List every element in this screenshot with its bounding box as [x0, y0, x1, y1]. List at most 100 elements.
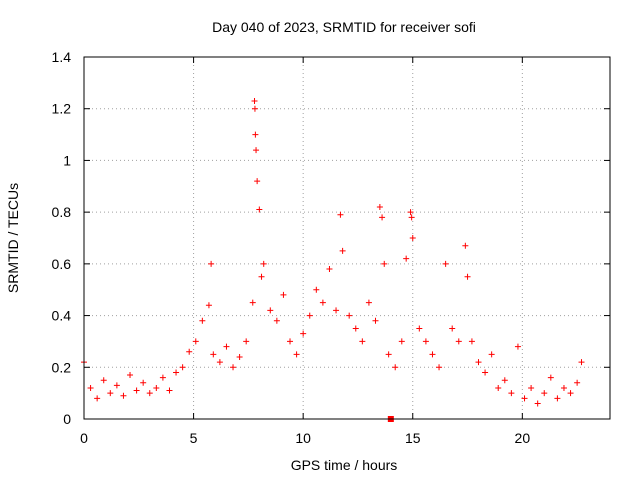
data-point — [416, 325, 423, 332]
data-point — [455, 338, 462, 345]
data-point — [313, 286, 320, 293]
data-point — [127, 372, 134, 379]
data-point — [280, 291, 287, 298]
data-point — [254, 178, 261, 185]
data-point — [422, 338, 429, 345]
data-point — [258, 273, 265, 280]
x-tick-label: 15 — [405, 430, 421, 446]
data-point — [482, 369, 489, 376]
data-point — [574, 379, 581, 386]
data-point — [407, 209, 414, 216]
data-point — [166, 387, 173, 394]
y-tick-label: 0 — [63, 411, 71, 427]
data-point — [249, 299, 256, 306]
plot-frame — [83, 56, 611, 420]
data-point — [120, 392, 127, 399]
data-point — [376, 203, 383, 210]
data-points — [81, 97, 585, 422]
axis-ticks — [83, 56, 610, 420]
x-tick-label: 10 — [295, 430, 311, 446]
y-tick-label: 0.8 — [52, 204, 72, 220]
y-tick-label: 0.6 — [52, 256, 72, 272]
data-point — [547, 374, 554, 381]
data-point — [541, 390, 548, 397]
y-axis-label: SRMTID / TECUs — [5, 183, 21, 293]
data-point — [146, 390, 153, 397]
data-point — [554, 395, 561, 402]
data-point — [199, 317, 206, 324]
data-point — [267, 307, 274, 314]
data-point — [379, 214, 386, 221]
data-point — [468, 338, 475, 345]
data-point — [253, 147, 260, 154]
data-point — [251, 105, 258, 112]
data-point — [192, 338, 199, 345]
data-point — [501, 377, 508, 384]
data-point — [408, 214, 415, 221]
data-point — [251, 97, 258, 104]
data-point — [409, 235, 416, 241]
data-point — [208, 260, 215, 267]
data-point — [403, 255, 410, 262]
data-point — [442, 260, 449, 267]
data-point — [153, 384, 160, 391]
data-point — [133, 387, 140, 394]
data-point — [436, 364, 443, 371]
data-point — [100, 377, 107, 384]
data-point — [179, 364, 186, 371]
x-axis-label: GPS time / hours — [291, 457, 398, 473]
data-point — [521, 395, 528, 402]
data-point — [293, 351, 300, 358]
data-point — [186, 348, 193, 355]
x-tick-label: 20 — [515, 430, 531, 446]
data-point — [159, 374, 166, 381]
data-point — [495, 384, 502, 391]
y-tick-labels: 0 0.2 0.4 0.6 0.8 1 1.2 1.4 — [52, 49, 72, 427]
data-point — [534, 400, 541, 407]
data-point — [508, 390, 515, 397]
data-point — [140, 379, 147, 386]
data-point — [578, 359, 585, 366]
data-point — [87, 384, 94, 391]
data-point — [319, 299, 326, 306]
data-point — [464, 273, 471, 280]
data-point — [560, 384, 567, 391]
data-point — [528, 384, 535, 391]
y-tick-label: 1 — [63, 152, 71, 168]
data-point — [216, 359, 223, 366]
y-tick-label: 1.4 — [52, 49, 72, 65]
data-point — [223, 343, 230, 350]
chart-title: Day 040 of 2023, SRMTID for receiver sof… — [212, 19, 476, 35]
data-point — [210, 351, 217, 358]
data-point — [260, 260, 267, 267]
data-point — [398, 338, 405, 345]
data-point — [287, 338, 294, 345]
data-point — [243, 338, 250, 345]
y-tick-label: 1.2 — [52, 101, 72, 117]
data-point — [567, 390, 574, 397]
x-tick-label: 0 — [80, 430, 88, 446]
data-point — [337, 211, 344, 218]
data-point — [365, 299, 372, 306]
data-point — [107, 390, 114, 397]
grid — [84, 57, 610, 419]
data-point — [273, 317, 280, 324]
data-point — [462, 242, 469, 249]
y-tick-label: 0.4 — [52, 308, 72, 324]
data-point — [372, 317, 379, 324]
data-point — [230, 364, 237, 371]
data-point — [346, 312, 353, 319]
data-point — [385, 351, 392, 358]
x-tick-labels: 0 5 10 15 20 — [80, 430, 530, 446]
data-point — [381, 260, 388, 267]
data-point — [173, 369, 180, 376]
data-point — [359, 338, 366, 345]
data-point — [514, 343, 521, 350]
data-point — [256, 206, 263, 213]
data-point — [488, 351, 495, 358]
data-point — [306, 312, 313, 319]
data-point — [333, 307, 340, 314]
data-point — [392, 364, 399, 371]
data-point — [352, 325, 359, 332]
